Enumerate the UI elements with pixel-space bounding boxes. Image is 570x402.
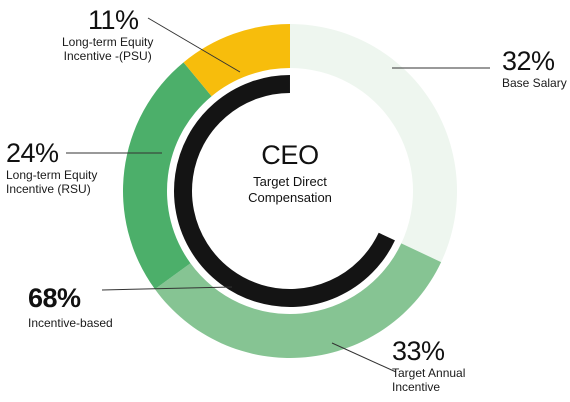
slice-long-term-equity-incentive-psu <box>183 24 290 97</box>
label-psu-pct: 11% <box>88 5 139 35</box>
center-label: CEO Target Direct Compensation <box>190 140 390 207</box>
donut-slices <box>123 24 458 358</box>
label-psu-line1: Long-term Equity <box>62 35 154 50</box>
center-subtitle: Target Direct Compensation <box>190 174 390 207</box>
label-base-pct: 32% <box>502 46 555 76</box>
label-incentive-based: 68% Incentive-based <box>28 283 113 331</box>
label-incentive-pct: 68% <box>28 283 81 313</box>
leader-psu <box>147 17 241 73</box>
label-rsu-line1: Long-term Equity <box>6 168 98 183</box>
center-title: CEO <box>261 140 319 170</box>
label-rsu-pct: 24% <box>6 138 59 168</box>
label-target-annual: 33% Target Annual Incentive <box>392 336 465 395</box>
label-incentive-line1: Incentive-based <box>28 316 113 331</box>
leader-annual <box>331 342 397 373</box>
slice-base-salary <box>290 24 458 263</box>
label-base-salary: 32% Base Salary <box>480 46 567 91</box>
label-annual-line2: Incentive <box>392 379 441 394</box>
label-base-line1: Base Salary <box>502 76 567 91</box>
label-annual-line1: Target Annual <box>392 366 466 381</box>
label-psu-line2: Incentive -(PSU) <box>63 48 152 63</box>
label-rsu: 24% Long-term Equity Incentive (RSU) <box>6 138 97 197</box>
label-annual-pct: 33% <box>392 336 445 366</box>
incentive-ring <box>174 75 395 307</box>
leader-incentive <box>101 286 233 291</box>
slice-target-annual-incentive <box>154 243 442 358</box>
label-psu: 11% Long-term Equity Incentive -(PSU) <box>62 5 153 64</box>
slice-long-term-equity-incentive-rsu <box>123 62 212 290</box>
leader-lines <box>66 17 490 373</box>
label-rsu-line2: Incentive (RSU) <box>6 181 91 196</box>
center-subtitle-line1: Target Direct <box>253 174 327 189</box>
center-subtitle-line2: Compensation <box>248 190 332 206</box>
